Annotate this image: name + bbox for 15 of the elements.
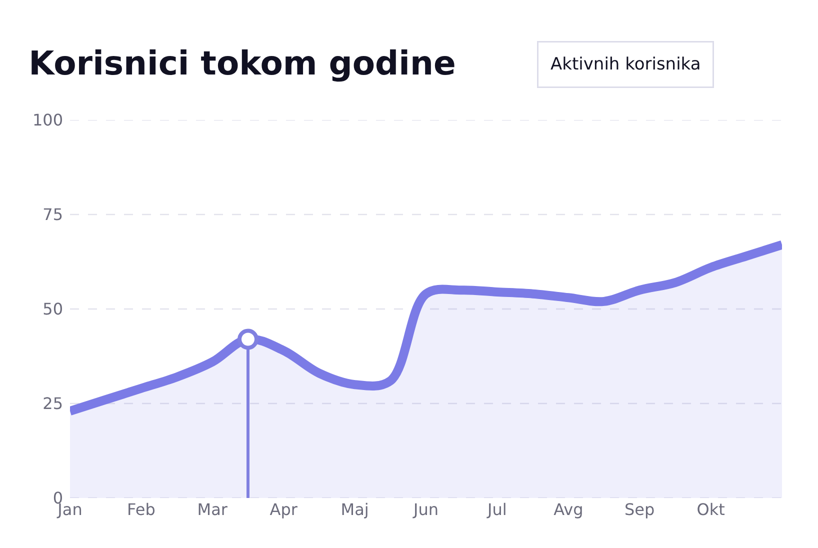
x-tick-label: Avg bbox=[554, 500, 584, 519]
x-tick-label: Mar bbox=[197, 500, 228, 519]
x-tick-label: Feb bbox=[127, 500, 156, 519]
y-tick-label: 75 bbox=[42, 205, 63, 224]
x-tick-label: Sep bbox=[624, 500, 655, 519]
x-tick-label: Jul bbox=[486, 500, 507, 519]
x-tick-label: Maj bbox=[340, 500, 369, 519]
text: Aktivnih korisnika bbox=[550, 54, 701, 74]
y-tick-label: 25 bbox=[42, 394, 63, 414]
chart-title: Korisnici tokom godine bbox=[28, 44, 456, 83]
y-tick-label: 50 bbox=[42, 300, 63, 319]
x-tick-label: Okt bbox=[696, 500, 725, 519]
x-tick-label: Jun bbox=[412, 500, 438, 519]
x-tick-label: Apr bbox=[270, 500, 298, 519]
y-tick-label: 100 bbox=[32, 110, 63, 130]
